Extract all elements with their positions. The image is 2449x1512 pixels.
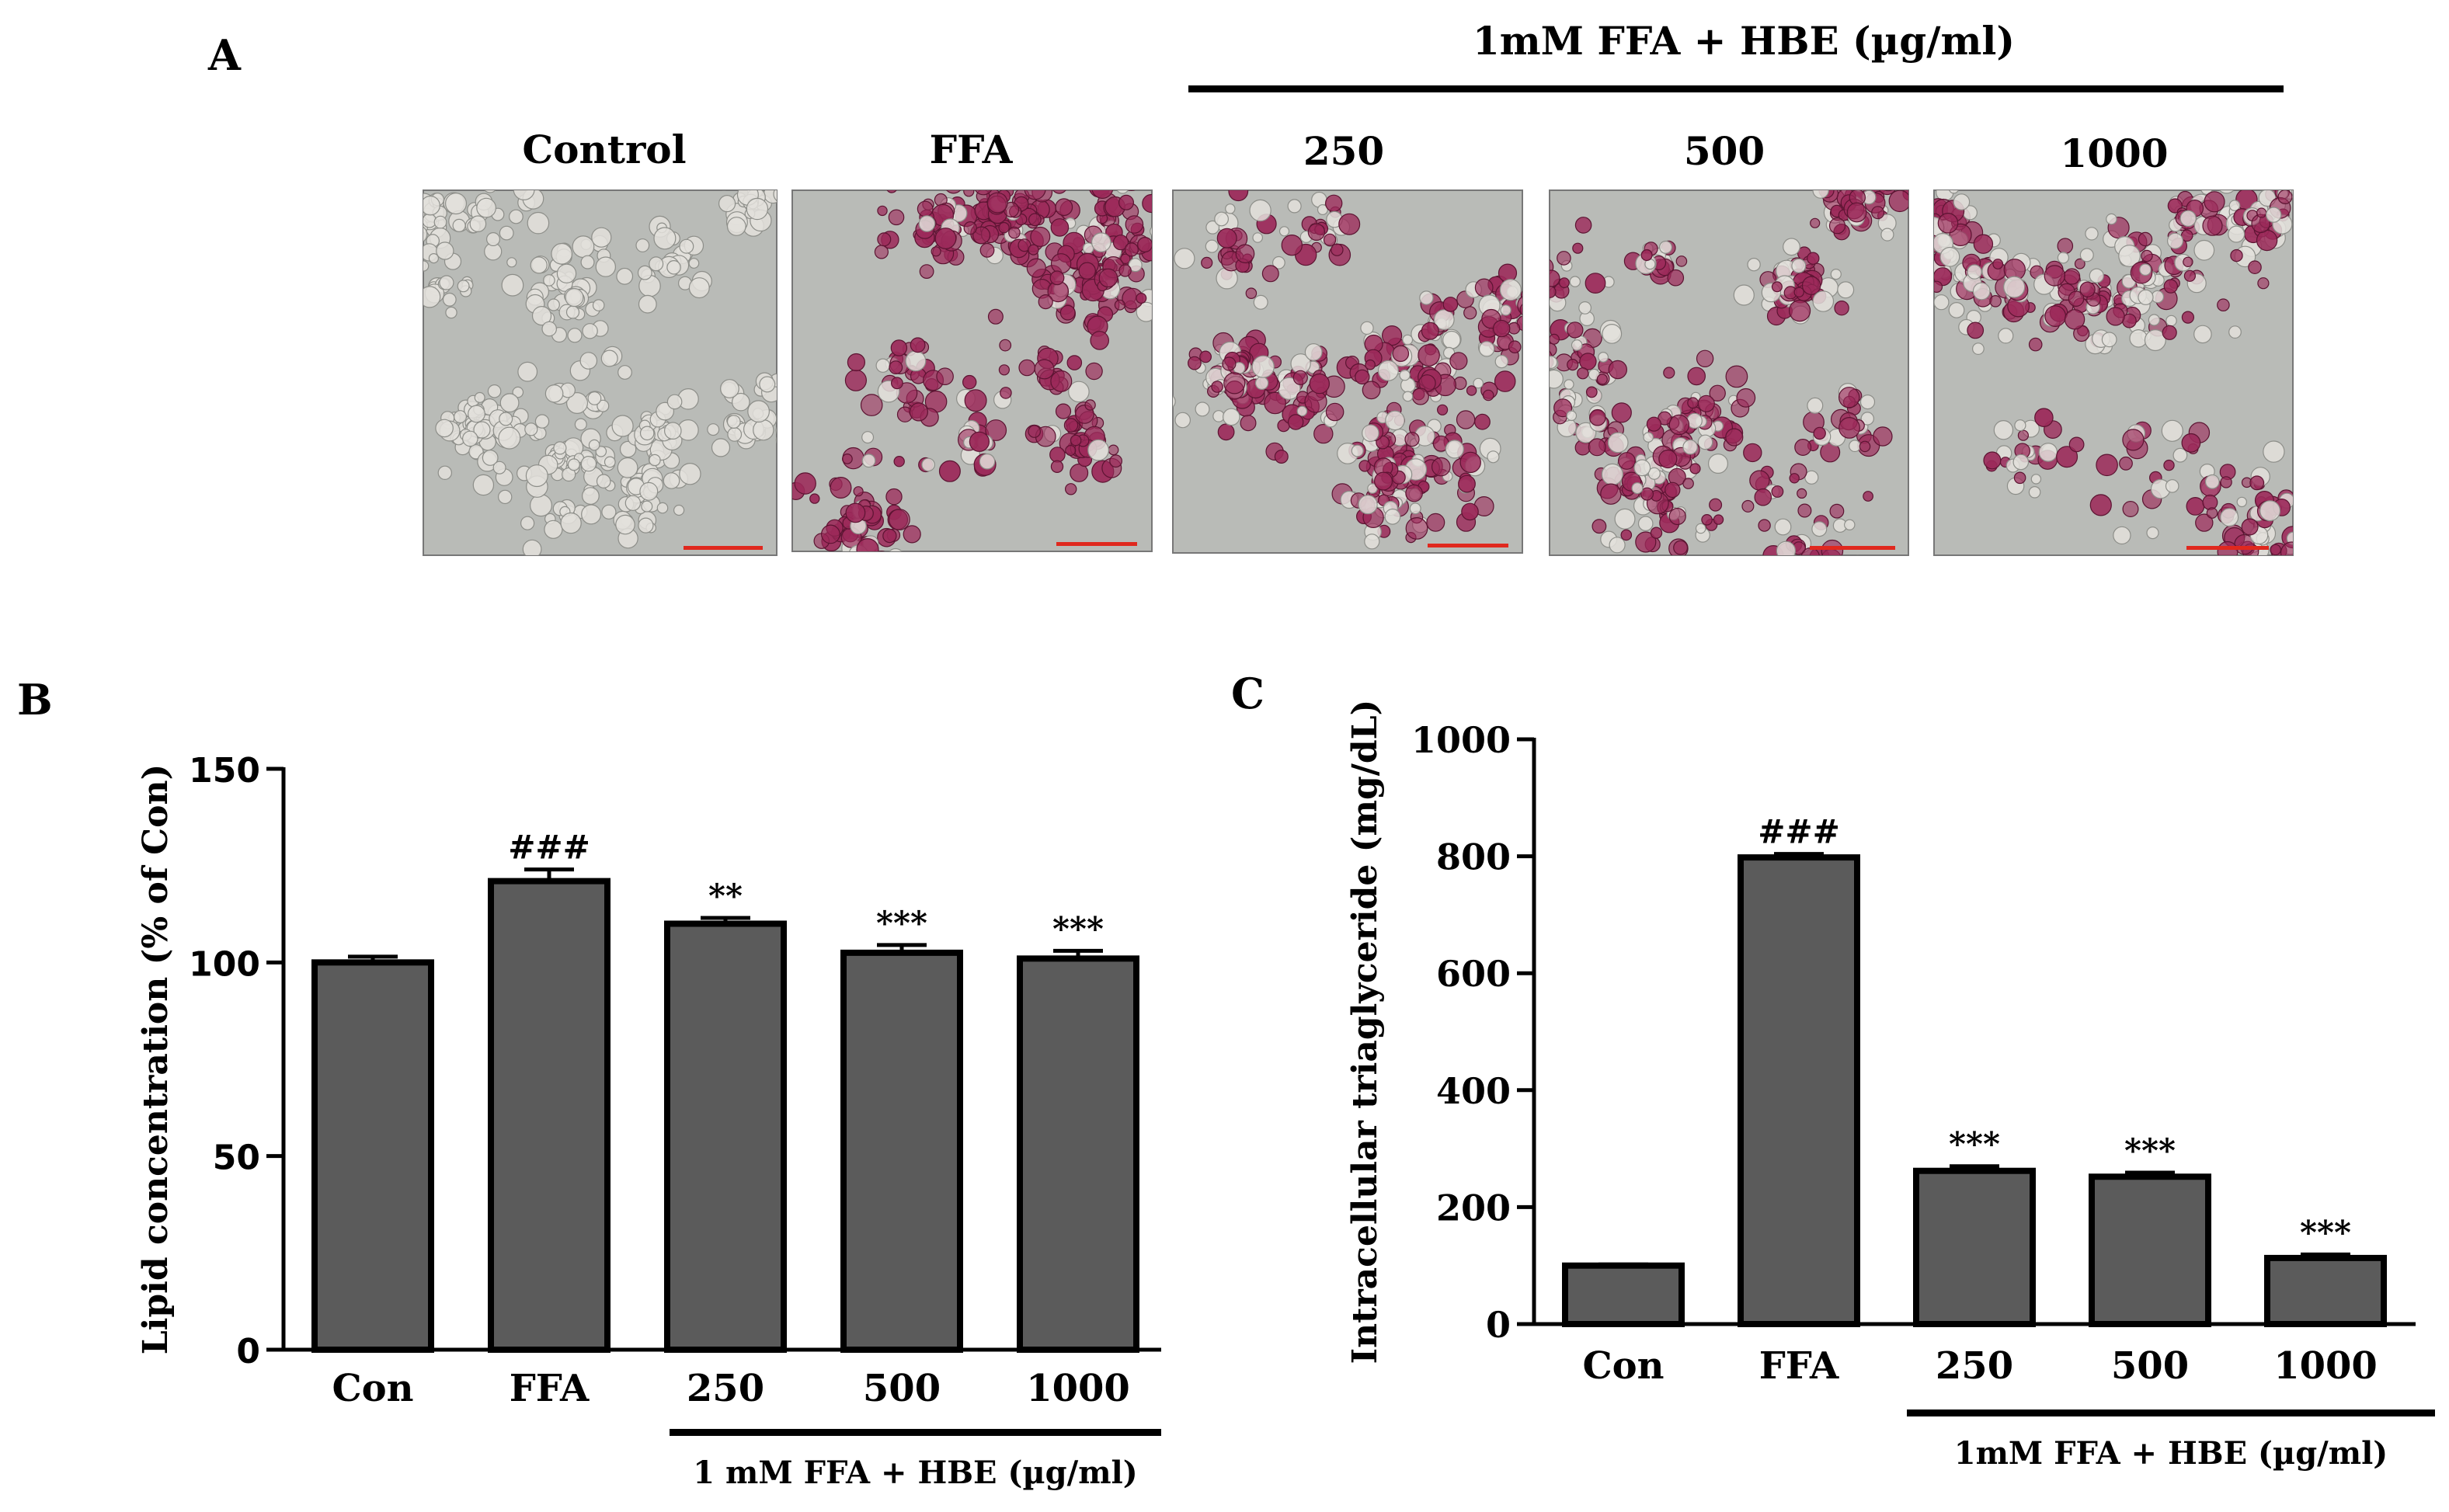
significance-label: *** (2124, 1131, 2176, 1170)
group-label: 1mM FFA + HBE (µg/ml) (1954, 1435, 2388, 1472)
bar (488, 878, 611, 1353)
x-tick-label: Con (332, 1367, 413, 1410)
panel-a: A 1mM FFA + HBE (µg/ml) Control FFA 250 … (207, 18, 2294, 556)
y-tick-label: 200 (1436, 1187, 1511, 1229)
chart-b: 0 50 100 150 Lipid concentration (% of Con) C… (136, 751, 1161, 1491)
significance-label: *** (2300, 1213, 2351, 1251)
scale-bar (1428, 544, 1508, 547)
significance-label: ### (508, 829, 590, 867)
x-tick-label: 1000 (1026, 1367, 1130, 1410)
micrograph-label: 1000 (2060, 130, 2168, 176)
significance-label: ### (1758, 813, 1840, 851)
significance-label: *** (876, 904, 927, 942)
scale-bar (684, 546, 763, 550)
significance-label: ** (708, 877, 743, 915)
y-tick-label: 0 (1486, 1304, 1511, 1346)
micrograph-1000: 1000 (1933, 130, 2294, 556)
panel-a-letter: A (207, 30, 242, 80)
x-tick-label: 250 (687, 1367, 764, 1410)
y-axis-label: Intracellular triaglyceride (mg/dL) (1345, 700, 1385, 1364)
significance-label: *** (1949, 1125, 2000, 1163)
bar (1562, 1262, 1685, 1327)
y-tick-label: 600 (1436, 953, 1511, 995)
bar (1017, 955, 1139, 1353)
bar (311, 959, 434, 1354)
micrograph-label: 250 (1303, 128, 1384, 174)
y-tick-label: 400 (1436, 1070, 1511, 1112)
chart-c: 0 200 400 600 800 1000 Intracellular triaglyce… (1345, 700, 2435, 1472)
y-tick-label: 800 (1436, 836, 1511, 878)
x-tick-label: 1000 (2273, 1344, 2378, 1388)
y-tick-label: 1000 (1411, 719, 1511, 761)
bar (2089, 1173, 2211, 1328)
panel-b: B 0 50 100 150 Lipid concentration (% of Con… (17, 675, 1161, 1491)
micrograph-250: 250 (1172, 128, 1523, 554)
y-tick-label: 0 (236, 1332, 260, 1371)
panel-a-group-label: 1mM FFA + HBE (µg/ml) (1473, 18, 2015, 64)
micrograph-control: Control (423, 127, 777, 556)
scale-bar (1056, 542, 1137, 546)
y-axis-label: Lipid concentration (% of Con) (136, 764, 176, 1355)
group-bracket (670, 1429, 1161, 1436)
panel-c-letter: C (1231, 669, 1265, 718)
micrograph-label: FFA (930, 127, 1014, 172)
y-tick-label: 50 (213, 1138, 260, 1178)
micrograph-label: 500 (1684, 128, 1765, 174)
bar (840, 949, 963, 1354)
micrograph-ffa: FFA (791, 127, 1153, 552)
significance-label: *** (1052, 909, 1104, 947)
bar (2264, 1254, 2387, 1328)
x-tick-label: FFA (1759, 1344, 1839, 1388)
x-tick-label: FFA (510, 1367, 590, 1410)
bar (1913, 1167, 2036, 1327)
x-tick-label: 500 (863, 1367, 941, 1410)
panel-c: C 0 200 400 600 800 1000 Intracellular triagly… (1231, 669, 2435, 1472)
x-tick-label: 250 (1936, 1344, 2013, 1388)
panel-a-group-bracket (1188, 85, 2284, 92)
y-tick-label: 100 (189, 944, 260, 984)
bar (1738, 854, 1860, 1327)
group-bracket (1907, 1409, 2435, 1416)
x-tick-label: Con (1582, 1344, 1664, 1388)
bar (664, 920, 787, 1353)
group-label: 1 mM FFA + HBE (µg/ml) (693, 1455, 1137, 1491)
y-tick-label: 150 (189, 751, 260, 791)
scale-bar (2186, 546, 2269, 550)
micrograph-500: 500 (1549, 128, 1909, 556)
x-tick-label: 500 (2111, 1344, 2189, 1388)
scale-bar (1810, 546, 1895, 550)
panel-b-letter: B (17, 675, 53, 725)
micrograph-label: Control (522, 127, 686, 172)
